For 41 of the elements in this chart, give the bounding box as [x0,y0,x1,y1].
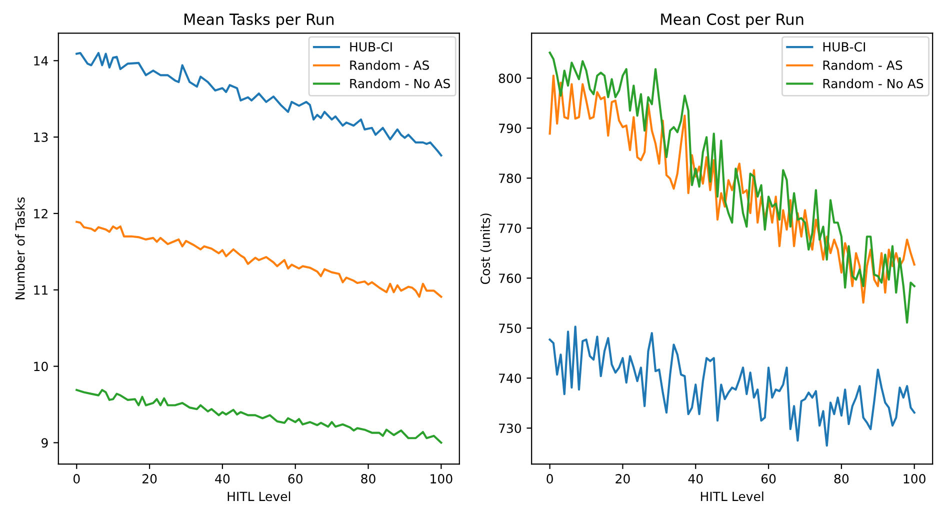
x-tick-label: 80 [361,474,376,484]
legend-label: Random - AS [350,60,429,70]
y-tick-label: 14 [34,56,48,66]
x-tick-label: 80 [834,474,849,484]
y-tick-label: 740 [499,374,522,384]
x-tick-label: 20 [142,474,157,484]
y-tick-label: 11 [34,286,48,295]
line-series [76,220,442,298]
y-tick-label: 790 [499,124,522,134]
y-tick-label: 10 [34,362,48,372]
y-tick-label: 760 [499,274,522,284]
x-tick-label: 100 [904,474,926,484]
legend-label: Random - No AS [823,78,924,88]
y-tick-label: 13 [34,132,48,142]
y-tick-label: 750 [499,324,522,334]
x-axis-title: HITL Level [228,491,290,502]
y-tick-label: 780 [499,174,522,184]
x-tick-label: 60 [761,474,776,484]
y-tick-label: 12 [34,208,48,218]
x-tick-label: 0 [546,474,553,484]
chart-title: Mean Tasks per Run [184,13,334,28]
y-axis-title: Cost (units) [480,214,492,284]
legend-label: HUB-CI [823,42,865,52]
y-tick-label: 9 [42,438,48,448]
legend-label: HUB-CI [350,42,392,52]
line-series [548,326,916,447]
x-tick-label: 60 [288,474,302,484]
chart-title: Mean Cost per Run [661,13,804,28]
y-tick-label: 730 [499,424,522,434]
x-tick-label: 40 [215,474,230,484]
x-tick-label: 40 [688,474,703,484]
y-tick-label: 770 [499,224,522,234]
x-tick-label: 0 [73,474,80,484]
y-tick-label: 800 [498,74,522,84]
legend-label: Random - No AS [350,78,450,88]
legend-label: Random - AS [823,60,902,70]
x-axis-title: HITL Level [700,491,764,502]
x-tick-label: 20 [616,474,630,484]
line-series [76,388,442,444]
x-tick-label: 100 [430,474,452,484]
y-axis-title: Number of Tasks [15,197,25,300]
